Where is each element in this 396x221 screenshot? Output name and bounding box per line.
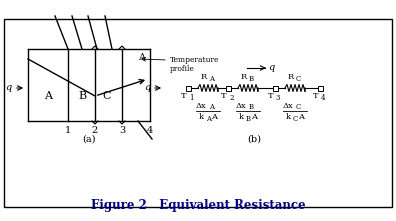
Text: A: A — [209, 75, 214, 83]
Text: A: A — [251, 113, 257, 121]
Text: 4: 4 — [147, 126, 153, 135]
Text: T: T — [268, 92, 274, 100]
Text: B: B — [249, 75, 254, 83]
Text: 3: 3 — [276, 94, 280, 102]
Text: A: A — [298, 113, 304, 121]
Text: 2: 2 — [92, 126, 98, 135]
Text: C: C — [296, 75, 301, 83]
Text: A: A — [206, 115, 211, 123]
Text: C: C — [293, 115, 298, 123]
Text: k: k — [286, 113, 291, 121]
Text: 4: 4 — [321, 94, 326, 102]
Text: T: T — [313, 92, 319, 100]
Bar — [225, 86, 230, 91]
Text: 3: 3 — [119, 126, 125, 135]
Text: q: q — [144, 84, 150, 93]
Text: C: C — [296, 103, 301, 111]
Bar — [272, 86, 278, 91]
Text: T: T — [181, 92, 187, 100]
Text: A: A — [211, 113, 217, 121]
Text: (b): (b) — [247, 135, 261, 144]
Text: k: k — [199, 113, 204, 121]
Text: Δx: Δx — [235, 102, 246, 110]
Text: B: B — [78, 91, 86, 101]
Text: A: A — [209, 103, 214, 111]
Text: 1: 1 — [65, 126, 71, 135]
Bar — [185, 86, 190, 91]
Text: (a): (a) — [82, 135, 96, 144]
Text: B: B — [249, 103, 254, 111]
Text: 2: 2 — [229, 94, 234, 102]
Text: 1: 1 — [189, 94, 194, 102]
Bar — [318, 86, 322, 91]
Text: Δx: Δx — [195, 102, 206, 110]
Bar — [4, 19, 392, 207]
Text: q: q — [5, 84, 11, 93]
Text: R: R — [288, 73, 294, 81]
Text: C: C — [103, 91, 111, 101]
Text: k: k — [239, 113, 244, 121]
Text: R: R — [241, 73, 247, 81]
Text: A: A — [138, 53, 145, 63]
Text: T: T — [221, 92, 227, 100]
Text: B: B — [246, 115, 251, 123]
Text: R: R — [201, 73, 207, 81]
Text: Temperature
profile: Temperature profile — [170, 56, 219, 73]
Text: q: q — [268, 63, 274, 72]
Text: Δx: Δx — [282, 102, 293, 110]
Text: Figure 2   Equivalent Resistance: Figure 2 Equivalent Resistance — [91, 199, 305, 212]
Text: A: A — [44, 91, 52, 101]
